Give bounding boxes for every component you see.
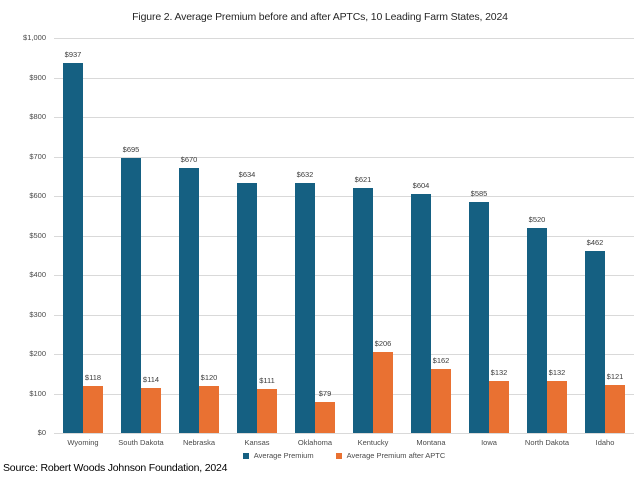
y-axis-tick-label: $300 xyxy=(29,309,46,319)
bar-average-premium xyxy=(237,182,257,433)
bar-average-premium xyxy=(411,194,431,433)
gridline xyxy=(54,314,634,316)
gridline xyxy=(54,117,634,118)
bar-value-label: $120 xyxy=(200,372,218,382)
y-axis-tick-label: $500 xyxy=(29,230,46,240)
legend-label: Average Premium after APTC xyxy=(346,451,446,460)
bar-average-premium xyxy=(121,158,141,433)
legend-swatch-average-premium-after-aptc xyxy=(335,452,342,459)
bar-value-label: $937 xyxy=(64,49,82,59)
bar-value-label: $634 xyxy=(238,169,256,179)
bar-value-label: $114 xyxy=(142,374,160,384)
bar-average-premium xyxy=(585,250,605,433)
y-axis-tick-label: $900 xyxy=(29,72,46,82)
y-axis-tick-label: $700 xyxy=(29,151,46,161)
gridline xyxy=(54,38,634,39)
y-axis-tick-label: $1,000 xyxy=(23,33,46,42)
bar-value-label: $206 xyxy=(374,338,392,348)
source-note: Source: Robert Woods Johnson Foundation,… xyxy=(3,462,228,474)
bar-average-premium xyxy=(469,201,489,433)
bar-value-label: $621 xyxy=(354,174,372,184)
bar-value-label: $132 xyxy=(490,367,508,377)
x-axis-category-label: Iowa xyxy=(481,438,497,447)
bar-value-label: $462 xyxy=(586,237,604,247)
legend-label: Average Premium xyxy=(253,451,314,460)
bar-average-premium-after-aptc xyxy=(489,380,509,433)
bar-average-premium xyxy=(179,168,199,433)
bar-value-label: $79 xyxy=(318,388,332,398)
y-axis-tick-label: $200 xyxy=(29,349,46,358)
gridline xyxy=(54,393,634,395)
x-axis-category-label: Idaho xyxy=(595,438,615,447)
gridline xyxy=(54,77,634,79)
y-axis-tick-label: $600 xyxy=(29,191,46,200)
bar-value-label: $121 xyxy=(606,372,624,382)
bar-average-premium-after-aptc xyxy=(605,385,625,433)
bar-average-premium-after-aptc xyxy=(141,387,161,433)
bar-average-premium xyxy=(527,227,547,433)
bar-value-label: $670 xyxy=(180,155,198,165)
bar-value-label: $520 xyxy=(528,214,546,224)
gridline xyxy=(54,275,634,276)
x-axis-category-label: Kansas xyxy=(244,438,270,447)
gridline xyxy=(54,354,634,355)
bar-average-premium-after-aptc xyxy=(431,369,451,433)
bar-average-premium xyxy=(353,187,373,433)
bar-value-label: $695 xyxy=(122,145,140,155)
bar-average-premium-after-aptc xyxy=(547,380,567,433)
gridline xyxy=(54,235,634,237)
bar-average-premium xyxy=(63,62,83,433)
x-axis-category-label: Montana xyxy=(416,438,446,447)
bar-average-premium-after-aptc xyxy=(315,401,335,433)
bar-average-premium-after-aptc xyxy=(257,389,277,433)
chart-title: Figure 2. Average Premium before and aft… xyxy=(132,11,508,23)
y-axis-tick-label: $400 xyxy=(29,270,46,279)
y-axis-tick-label: $0 xyxy=(37,428,46,437)
legend-swatch-average-premium xyxy=(242,452,249,459)
y-axis-tick-label: $100 xyxy=(29,388,46,398)
bar-value-label: $118 xyxy=(84,373,102,383)
gridline xyxy=(54,156,634,158)
x-axis-line xyxy=(54,433,634,434)
x-axis-category-label: Wyoming xyxy=(67,438,99,447)
chart-legend: Average Premium Average Premium after APT… xyxy=(54,451,634,460)
bar-value-label: $132 xyxy=(548,367,566,377)
bar-value-label: $111 xyxy=(259,376,275,386)
x-axis-category-label: Nebraska xyxy=(182,438,216,447)
bar-average-premium xyxy=(295,183,315,433)
bar-average-premium-after-aptc xyxy=(83,386,103,433)
x-axis-category-label: South Dakota xyxy=(118,438,164,447)
bar-average-premium-after-aptc xyxy=(373,351,393,433)
legend-item: Average Premium xyxy=(242,451,314,460)
bar-value-label: $162 xyxy=(432,356,450,365)
bar-average-premium-after-aptc xyxy=(199,385,219,433)
x-axis-category-label: North Dakota xyxy=(524,438,570,447)
gridline xyxy=(54,196,634,197)
legend-item: Average Premium after APTC xyxy=(335,451,446,460)
bar-value-label: $585 xyxy=(470,188,488,198)
bar-value-label: $632 xyxy=(296,170,314,180)
x-axis-category-label: Oklahoma xyxy=(297,438,333,447)
x-axis-category-label: Kentucky xyxy=(357,438,389,447)
y-axis-tick-label: $800 xyxy=(29,112,46,121)
bar-value-label: $604 xyxy=(412,181,430,191)
